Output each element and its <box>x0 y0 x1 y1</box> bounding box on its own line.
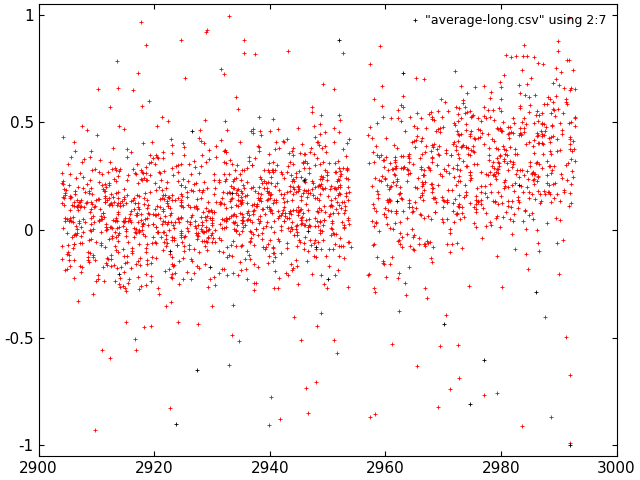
"average-long.csv" using 2:7 <box>193 367 201 373</box>
"average-long.csv" using 2:7 <box>399 71 406 76</box>
"average-long.csv" using 2:7 <box>166 248 173 253</box>
"average-long.csv" using 2:7 <box>188 128 196 133</box>
Legend: "average-long.csv" using 2:7: "average-long.csv" using 2:7 <box>406 11 611 31</box>
"average-long.csv" using 2:7 <box>515 181 523 187</box>
"average-long.csv" using 2:7 <box>440 322 448 327</box>
"average-long.csv" using 2:7 <box>480 357 488 363</box>
"average-long.csv" using 2:7 <box>172 421 179 427</box>
"average-long.csv" using 2:7 <box>304 228 312 234</box>
"average-long.csv" using 2:7 <box>394 198 401 204</box>
"average-long.csv" using 2:7 <box>324 276 332 282</box>
Line: "average-long.csv" using 2:7: "average-long.csv" using 2:7 <box>117 38 572 447</box>
"average-long.csv" using 2:7 <box>206 264 214 270</box>
"average-long.csv" using 2:7 <box>335 37 343 43</box>
"average-long.csv" using 2:7 <box>228 190 236 196</box>
"average-long.csv" using 2:7 <box>566 443 574 448</box>
"average-long.csv" using 2:7 <box>115 272 123 277</box>
"average-long.csv" using 2:7 <box>300 177 307 183</box>
"average-long.csv" using 2:7 <box>466 401 474 407</box>
"average-long.csv" using 2:7 <box>532 289 540 295</box>
"average-long.csv" using 2:7 <box>312 244 319 250</box>
